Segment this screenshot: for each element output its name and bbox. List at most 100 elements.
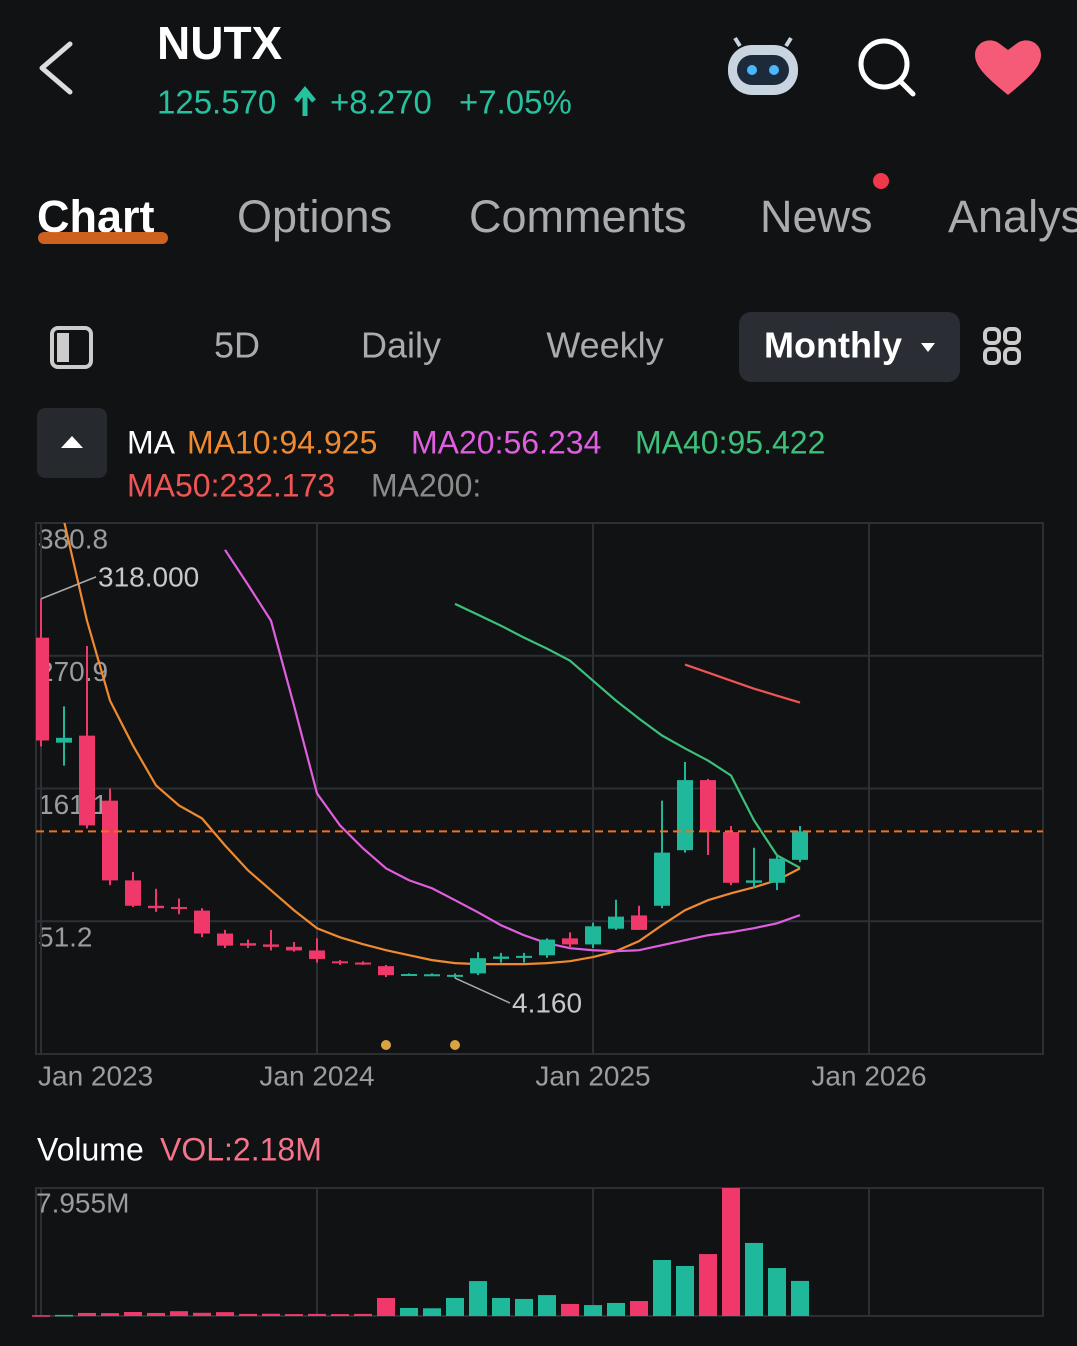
candle-body — [332, 961, 348, 964]
period-option[interactable]: Monthly — [764, 325, 902, 366]
volume-bar — [331, 1314, 349, 1316]
volume-bar — [745, 1242, 763, 1316]
volume-bar — [285, 1314, 303, 1316]
legend-entry: MA10:94.925 — [187, 424, 377, 460]
volume-title: Volume — [37, 1131, 144, 1167]
candle-body — [56, 737, 72, 743]
candle-body — [194, 910, 210, 934]
ma-line — [63, 523, 801, 966]
volume-bar — [78, 1312, 96, 1316]
x-tick-label: Jan 2023 — [38, 1060, 153, 1091]
more-icon[interactable] — [983, 327, 1021, 365]
volume-bar — [55, 1314, 73, 1317]
legend-entry: MA200: — [371, 467, 481, 503]
volume-bar — [676, 1265, 694, 1316]
annotation-label: 4.160 — [512, 987, 582, 1018]
candle-body — [516, 955, 532, 958]
volume-bar — [607, 1302, 625, 1316]
candle-body — [148, 905, 164, 909]
ma-line — [224, 549, 801, 953]
volume-bar — [515, 1298, 533, 1316]
candle-body — [539, 939, 555, 956]
volume-bar — [768, 1268, 786, 1316]
candle-body — [240, 943, 256, 946]
event-marker[interactable] — [381, 1040, 391, 1050]
tab[interactable]: Analysis — [948, 191, 1077, 242]
candle-body — [723, 832, 739, 883]
volume-bar — [538, 1295, 556, 1316]
y-tick-label: 161.1 — [38, 789, 108, 820]
volume-bar — [400, 1307, 418, 1316]
y-tick-label: 270.9 — [38, 656, 108, 687]
candle-body — [125, 880, 141, 906]
annotation-leader — [40, 576, 97, 600]
candle-body — [631, 915, 647, 930]
period-option[interactable]: Daily — [361, 325, 441, 366]
candle-body — [562, 938, 578, 945]
layout-toggle[interactable] — [50, 326, 93, 369]
notification-dot — [873, 173, 889, 189]
dropdown-caret[interactable] — [921, 343, 935, 352]
volume-bar — [239, 1313, 257, 1316]
candle-body — [608, 916, 624, 929]
assistant-icon[interactable] — [728, 36, 798, 95]
volume-bar — [699, 1254, 717, 1316]
candle-body — [424, 974, 440, 977]
candle-body — [355, 962, 371, 965]
change: +8.270 — [330, 84, 432, 121]
candle-body — [102, 800, 118, 881]
volume-bar — [354, 1313, 372, 1316]
y-tick-label: 51.2 — [38, 922, 93, 953]
volume-bar — [32, 1315, 50, 1317]
candle-body — [79, 735, 95, 826]
legend-entry: MA50:232.173 — [127, 467, 335, 503]
x-tick-label: Jan 2026 — [811, 1060, 926, 1091]
candle-body — [746, 880, 762, 883]
active-tab-indicator — [38, 232, 168, 244]
candle-body — [309, 950, 325, 959]
candle-body — [792, 831, 808, 860]
tab[interactable]: Comments — [469, 191, 687, 242]
volume-bar — [216, 1312, 234, 1316]
tab[interactable]: News — [760, 191, 873, 242]
up-arrow — [294, 86, 316, 116]
volume-bar — [446, 1297, 464, 1316]
back-button[interactable] — [39, 41, 73, 95]
y-tick-label: 7.955M — [36, 1187, 129, 1218]
candle-body — [470, 958, 486, 974]
volume-bar — [262, 1313, 280, 1316]
volume-bar — [630, 1301, 648, 1316]
period-selected-bg — [739, 312, 960, 382]
period-option[interactable]: 5D — [214, 325, 260, 366]
change-percent: +7.05% — [459, 84, 572, 121]
price: 125.570 — [157, 84, 276, 121]
collapse-caret — [61, 436, 83, 448]
event-marker[interactable] — [450, 1040, 460, 1050]
volume-bar — [147, 1312, 165, 1316]
period-option[interactable]: Weekly — [546, 325, 663, 366]
volume-chart: 7.955M — [32, 1187, 1044, 1317]
legend-entry: MA40:95.422 — [635, 424, 825, 460]
x-tick-label: Jan 2025 — [535, 1060, 650, 1091]
volume-bar — [791, 1280, 809, 1316]
volume-bar — [492, 1297, 510, 1316]
candle-body — [585, 926, 601, 945]
volume-bar — [423, 1308, 441, 1316]
candle-body — [263, 944, 279, 947]
legend-entry: MA20:56.234 — [411, 424, 601, 460]
ma-line — [684, 663, 801, 704]
candle-body — [677, 780, 693, 851]
tab[interactable]: Options — [237, 191, 392, 242]
ticker: NUTX — [157, 17, 283, 69]
volume-bar — [308, 1313, 326, 1316]
favorite-icon[interactable] — [975, 40, 1041, 95]
candle-body — [171, 906, 187, 909]
search-icon[interactable] — [858, 38, 916, 97]
volume-bar — [584, 1305, 602, 1316]
candle-body — [217, 933, 233, 946]
volume-bar — [722, 1188, 740, 1316]
volume-bar — [101, 1313, 119, 1316]
ma-line — [454, 602, 801, 869]
volume-bar — [170, 1311, 188, 1316]
